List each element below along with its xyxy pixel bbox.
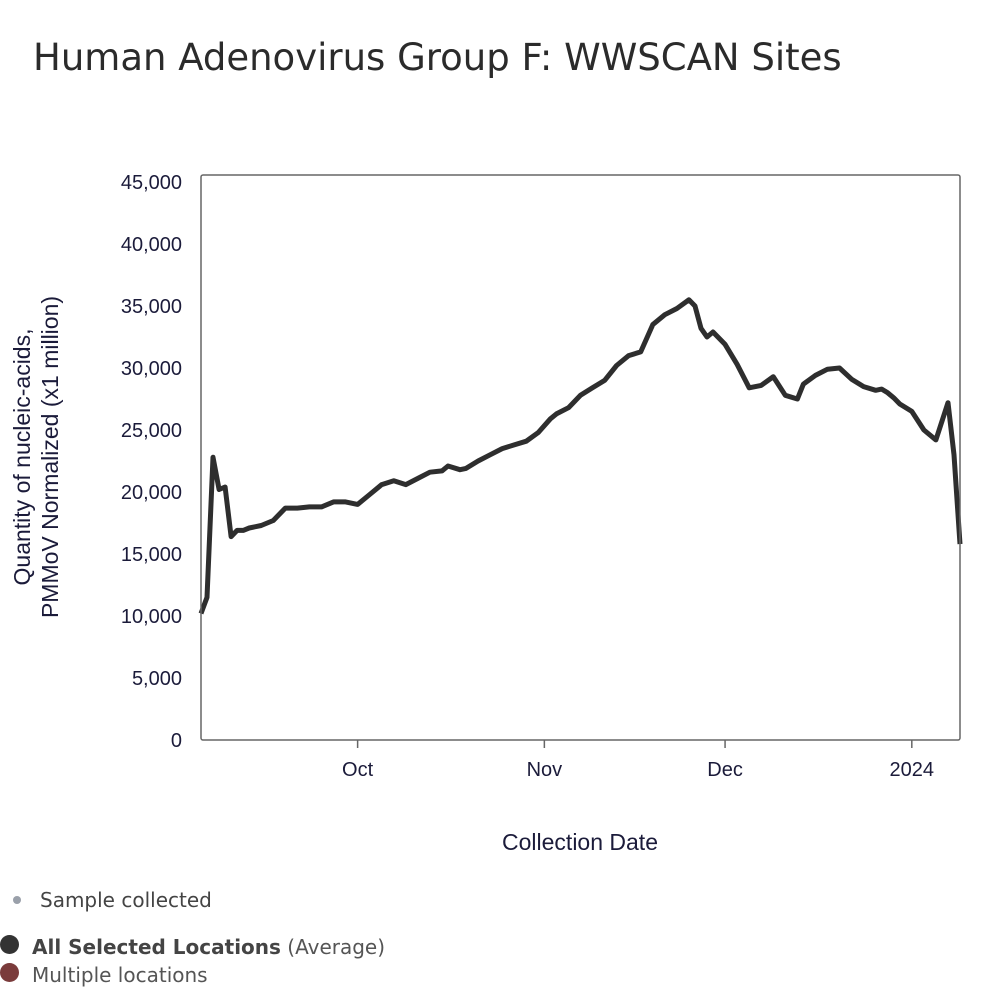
legend-label-average-suffix: (Average) — [280, 935, 386, 959]
legend-label-average-bold: All Selected Locations — [32, 935, 281, 959]
x-tick-label: 2024 — [890, 759, 935, 781]
x-axis: Oct Nov Dec 2024 — [342, 740, 934, 781]
y-tick-label: 0 — [171, 730, 182, 752]
series-line-all-selected-locations — [198, 297, 963, 615]
y-axis-title-line2: PMMoV Normalized (x1 million) — [37, 296, 63, 618]
legend-label-multiple: Multiple locations — [32, 963, 208, 987]
y-tick-label: 40,000 — [121, 234, 182, 256]
y-tick-label: 45,000 — [121, 172, 182, 194]
x-tick-label: Dec — [707, 759, 743, 781]
sample-dot-icon — [13, 896, 21, 904]
y-axis-title-line1: Quantity of nucleic-acids, — [9, 329, 35, 586]
y-tick-label: 5,000 — [132, 668, 182, 690]
plot-frame — [200, 174, 961, 741]
y-tick-label: 30,000 — [121, 358, 182, 380]
legend-label-sample: Sample collected — [40, 888, 212, 912]
chart-title: Human Adenovirus Group F: WWSCAN Sites — [33, 36, 842, 79]
x-axis-title: Collection Date — [502, 829, 658, 855]
y-tick-label: 15,000 — [121, 544, 182, 566]
y-tick-label: 25,000 — [121, 420, 182, 442]
y-tick-label: 10,000 — [121, 606, 182, 628]
y-axis: 0 5,000 10,000 15,000 20,000 25,000 30,000 35,0… — [121, 172, 182, 752]
x-tick-label: Nov — [527, 759, 563, 781]
y-tick-label: 20,000 — [121, 482, 182, 504]
legend-label-average-wrap: All Selected Locations (Average) — [32, 935, 385, 959]
multiple-locations-dot-icon — [0, 963, 19, 982]
average-dot-icon — [0, 935, 19, 954]
x-tick-label: Oct — [342, 759, 374, 781]
y-tick-label: 35,000 — [121, 296, 182, 318]
